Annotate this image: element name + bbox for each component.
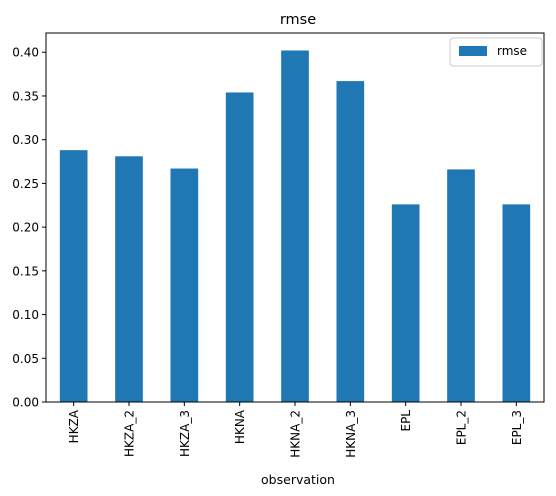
bar-hkna-3 bbox=[336, 81, 365, 403]
plot-frame bbox=[45, 32, 545, 403]
legend-entry-rmse: rmse bbox=[497, 44, 527, 58]
y-tick-label: 0.25 bbox=[12, 177, 39, 191]
x-tick-label: EPL_2 bbox=[455, 410, 469, 445]
bar-epl bbox=[391, 204, 420, 402]
y-tick-label: 0.20 bbox=[12, 221, 39, 235]
legend-swatch bbox=[459, 46, 487, 56]
y-tick-label: 0.30 bbox=[12, 133, 39, 147]
x-tick-label: EPL bbox=[399, 410, 413, 432]
x-tick-label: HKZA_2 bbox=[123, 410, 137, 457]
bar-hkna-2 bbox=[281, 50, 309, 402]
y-axis: 0.00 0.05 0.10 0.15 0.20 0.25 0.30 0.35 0.40 bbox=[12, 46, 46, 410]
x-tick-label: HKZA bbox=[67, 409, 81, 443]
bar-epl-2 bbox=[447, 169, 475, 402]
bar-hkna bbox=[225, 92, 254, 402]
bar-hkza-3 bbox=[170, 168, 199, 402]
x-axis-label: observation bbox=[261, 472, 335, 487]
y-tick-label: 0.05 bbox=[12, 352, 39, 366]
y-tick-label: 0.00 bbox=[12, 396, 39, 410]
x-tick-label: HKNA_2 bbox=[289, 410, 303, 458]
y-tick-label: 0.10 bbox=[12, 308, 39, 322]
x-tick-label: HKNA bbox=[233, 409, 247, 444]
y-tick-label: 0.15 bbox=[12, 264, 39, 278]
x-tick-label: EPL_3 bbox=[510, 410, 524, 445]
x-axis: HKZA HKZA_2 HKZA_3 HKNA HKNA_2 HKNA_3 EPL EPL_2… bbox=[67, 402, 524, 458]
bars bbox=[59, 50, 531, 403]
legend-box bbox=[449, 37, 543, 67]
legend: rmse bbox=[449, 37, 543, 67]
bar-hkza bbox=[59, 150, 88, 402]
y-tick-label: 0.40 bbox=[12, 46, 39, 60]
y-tick-label: 0.35 bbox=[12, 89, 39, 103]
bar-hkza-2 bbox=[115, 156, 143, 402]
bar-epl-3 bbox=[502, 204, 531, 402]
chart-title: rmse bbox=[280, 12, 316, 28]
x-tick-label: HKNA_3 bbox=[344, 410, 358, 458]
x-tick-label: HKZA_3 bbox=[178, 410, 192, 457]
